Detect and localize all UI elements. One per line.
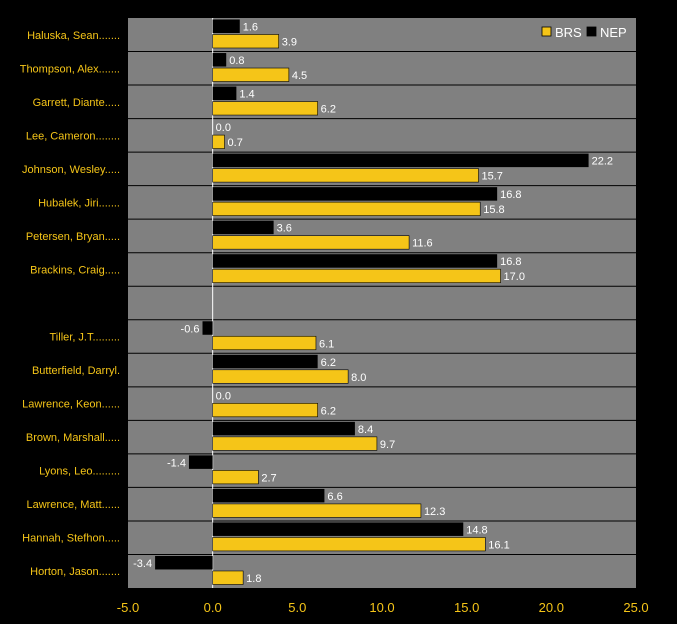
brs-value-label: 15.7 bbox=[482, 171, 503, 183]
plot-area bbox=[128, 18, 636, 588]
brs-value-label: 9.7 bbox=[380, 439, 395, 451]
nep-value-label: -1.4 bbox=[167, 457, 186, 469]
nep-value-label: 16.8 bbox=[500, 256, 521, 268]
brs-bar bbox=[212, 503, 422, 518]
nep-bar bbox=[212, 86, 237, 101]
brs-bar bbox=[212, 34, 280, 49]
nep-value-label: -3.4 bbox=[133, 558, 152, 570]
brs-bar bbox=[212, 436, 378, 451]
nep-value-label: 6.2 bbox=[321, 357, 336, 369]
nep-value-label: 1.6 bbox=[243, 22, 258, 34]
category-label: Lee, Cameron........ bbox=[26, 130, 120, 142]
brs-value-label: 4.5 bbox=[292, 70, 307, 82]
x-tick-labels-group: -5.0 0.0 5.0 10.0 15.0 20.0 25.0 bbox=[117, 600, 649, 615]
category-label: Lawrence, Keon...... bbox=[22, 399, 120, 411]
legend-swatch-brs bbox=[541, 26, 552, 37]
nep-bar bbox=[212, 354, 318, 369]
legend-swatch-nep bbox=[586, 26, 597, 37]
x-tick-label: 5.0 bbox=[288, 600, 306, 615]
brs-bar bbox=[212, 403, 318, 418]
brs-bar bbox=[212, 268, 501, 284]
x-tick-label: 0.0 bbox=[204, 600, 222, 615]
brs-bar bbox=[212, 335, 317, 351]
legend: BRS NEP bbox=[541, 25, 627, 40]
x-tick-label: 25.0 bbox=[623, 600, 648, 615]
brs-bar bbox=[212, 470, 259, 485]
legend-label-nep: NEP bbox=[600, 25, 627, 40]
nep-bar bbox=[212, 488, 325, 503]
category-labels-group: Haluska, Sean....... Thompson, Alex......… bbox=[20, 30, 120, 578]
brs-value-label: 12.3 bbox=[424, 506, 445, 518]
brs-bar bbox=[212, 101, 318, 116]
brs-value-label: 11.6 bbox=[412, 238, 433, 250]
brs-bar bbox=[212, 134, 225, 149]
nep-value-label: 0.8 bbox=[229, 55, 244, 67]
category-label: Brown, Marshall..... bbox=[26, 432, 120, 444]
nep-bar bbox=[212, 187, 498, 201]
value-labels-group: 1.6 3.9 0.8 4.5 1.4 6.2 0.0 0.7 22.2 15.7 16.8 15.8… bbox=[133, 22, 613, 585]
nep-value-label: 0.0 bbox=[216, 390, 231, 402]
legend-label-brs: BRS bbox=[555, 25, 582, 40]
category-label: Butterfield, Darryl. bbox=[32, 365, 120, 377]
category-label: Hannah, Stefhon..... bbox=[22, 533, 120, 545]
nep-value-label: -0.6 bbox=[181, 323, 200, 335]
brs-value-label: 6.2 bbox=[321, 405, 336, 417]
brs-bar bbox=[212, 369, 349, 384]
category-label: Haluska, Sean....... bbox=[27, 30, 120, 42]
category-label: Thompson, Alex....... bbox=[20, 63, 120, 75]
category-label: Lawrence, Matt...... bbox=[26, 499, 120, 511]
nep-bar bbox=[188, 455, 213, 469]
x-tick-label: -5.0 bbox=[117, 600, 139, 615]
category-label: Horton, Jason....... bbox=[30, 566, 120, 578]
brs-value-label: 3.9 bbox=[282, 37, 297, 49]
brs-bar bbox=[212, 168, 479, 183]
category-label: Lyons, Leo......... bbox=[39, 466, 120, 478]
nep-bar bbox=[212, 19, 240, 33]
category-label: Petersen, Bryan..... bbox=[26, 231, 120, 243]
brs-value-label: 16.1 bbox=[488, 539, 509, 551]
brs-value-label: 15.8 bbox=[483, 204, 504, 216]
x-tick-label: 20.0 bbox=[539, 600, 564, 615]
brs-value-label: 2.7 bbox=[261, 472, 276, 484]
brs-value-label: 8.0 bbox=[351, 372, 366, 384]
nep-value-label: 22.2 bbox=[592, 156, 613, 168]
brs-bar bbox=[212, 235, 410, 250]
nep-value-label: 16.8 bbox=[500, 189, 521, 201]
nep-value-label: 3.6 bbox=[277, 223, 292, 235]
x-tick-label: 10.0 bbox=[369, 600, 394, 615]
x-tick-label: 15.0 bbox=[454, 600, 479, 615]
bars-group bbox=[155, 19, 589, 585]
brs-value-label: 6.2 bbox=[321, 104, 336, 116]
nep-bar bbox=[212, 53, 227, 67]
category-label: Johnson, Wesley..... bbox=[22, 164, 120, 176]
nep-value-label: 1.4 bbox=[239, 89, 254, 101]
category-label: Garrett, Diante..... bbox=[33, 97, 120, 109]
nep-bar bbox=[212, 254, 498, 268]
nep-bar bbox=[155, 555, 213, 570]
brs-bar bbox=[212, 537, 486, 552]
brs-value-label: 6.1 bbox=[319, 338, 334, 350]
nep-bar bbox=[212, 153, 589, 168]
nep-value-label: 0.0 bbox=[216, 122, 231, 134]
brs-value-label: 17.0 bbox=[504, 271, 525, 283]
nep-bar bbox=[212, 421, 355, 436]
nep-value-label: 8.4 bbox=[358, 424, 373, 436]
category-label: Tiller, J.T......... bbox=[50, 332, 121, 344]
category-label: Hubalek, Jiri....... bbox=[38, 197, 120, 209]
nep-value-label: 14.8 bbox=[466, 524, 487, 536]
nep-bar bbox=[212, 522, 464, 536]
brs-value-label: 0.7 bbox=[228, 137, 243, 149]
nep-bar bbox=[212, 220, 274, 235]
nep-value-label: 6.6 bbox=[327, 491, 342, 503]
category-label: Brackins, Craig..... bbox=[30, 264, 120, 276]
nep-bar bbox=[202, 321, 213, 335]
brs-bar bbox=[212, 570, 244, 585]
brs-value-label: 1.8 bbox=[246, 573, 261, 585]
brs-bar bbox=[212, 67, 290, 82]
brs-bar bbox=[212, 201, 481, 216]
